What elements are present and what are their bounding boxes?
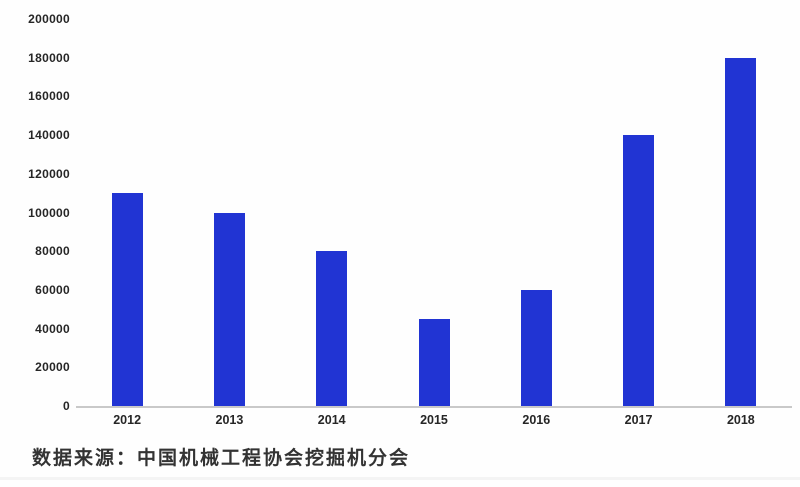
bar-2016: [520, 289, 552, 406]
x-axis-tick-label: 2012: [113, 413, 142, 427]
x-axis-line: [76, 406, 792, 408]
y-axis-tick-label: 0: [63, 399, 70, 413]
x-axis-tick-label: 2018: [726, 413, 755, 427]
x-axis-tick-label: 2017: [624, 413, 653, 427]
bar-2013: [213, 212, 245, 406]
y-axis-tick-label: 120000: [28, 166, 70, 181]
bar-2014: [316, 251, 348, 406]
bar-2012: [111, 193, 143, 406]
x-axis-tick-label: 2016: [522, 413, 551, 427]
scan-artifact-line: [0, 477, 800, 480]
x-axis-tick-label: 2013: [215, 413, 244, 427]
bar-2015: [418, 318, 450, 406]
bar-2017: [623, 135, 655, 406]
y-axis-tick-label: 60000: [35, 282, 70, 297]
x-axis-tick-label: 2014: [317, 413, 346, 427]
y-axis-tick-label: 100000: [28, 205, 70, 220]
y-axis-tick-label: 160000: [28, 89, 70, 104]
data-source-note: 数据来源：中国机械工程协会挖掘机分会: [32, 448, 411, 469]
y-axis-tick-label: 40000: [35, 321, 70, 336]
y-axis-tick-label: 180000: [28, 50, 70, 65]
y-axis-tick-label: 140000: [28, 128, 70, 143]
x-axis-tick-label: 2015: [420, 413, 448, 427]
y-axis-tick-label: 20000: [35, 360, 70, 375]
y-axis-tick-label: 200000: [28, 12, 70, 26]
y-axis-tick-label: 80000: [35, 244, 70, 259]
bar-2018: [725, 57, 757, 406]
